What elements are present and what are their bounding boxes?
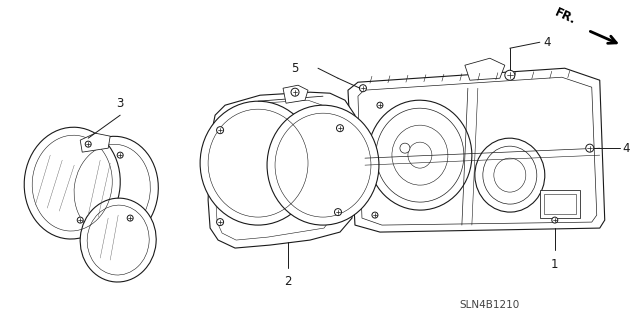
Circle shape	[586, 144, 594, 152]
Circle shape	[127, 215, 133, 221]
Text: 4: 4	[623, 142, 630, 155]
Polygon shape	[283, 85, 308, 103]
Circle shape	[216, 127, 223, 134]
Ellipse shape	[66, 136, 158, 244]
Circle shape	[360, 85, 367, 92]
Ellipse shape	[200, 101, 316, 225]
Ellipse shape	[267, 105, 379, 225]
Circle shape	[85, 141, 92, 147]
Text: 5: 5	[291, 62, 298, 75]
Text: 1: 1	[551, 258, 559, 271]
Polygon shape	[208, 92, 355, 248]
Polygon shape	[80, 133, 110, 152]
Text: 2: 2	[284, 275, 292, 288]
Ellipse shape	[368, 100, 472, 210]
Circle shape	[77, 217, 83, 223]
Circle shape	[377, 102, 383, 108]
Ellipse shape	[24, 127, 120, 239]
Circle shape	[372, 212, 378, 218]
Text: 3: 3	[116, 97, 124, 110]
Ellipse shape	[80, 198, 156, 282]
Circle shape	[400, 143, 410, 153]
Circle shape	[216, 219, 223, 226]
Bar	[540, 190, 580, 218]
Bar	[544, 194, 576, 214]
Polygon shape	[348, 68, 605, 232]
Circle shape	[552, 217, 558, 223]
Ellipse shape	[475, 138, 545, 212]
Circle shape	[291, 88, 299, 96]
Text: SLN4B1210: SLN4B1210	[460, 300, 520, 310]
Polygon shape	[465, 58, 505, 80]
Circle shape	[505, 70, 515, 80]
Text: FR.: FR.	[552, 6, 578, 27]
Circle shape	[335, 209, 342, 216]
Text: 4: 4	[544, 36, 551, 49]
Circle shape	[117, 152, 123, 158]
Circle shape	[337, 125, 344, 132]
